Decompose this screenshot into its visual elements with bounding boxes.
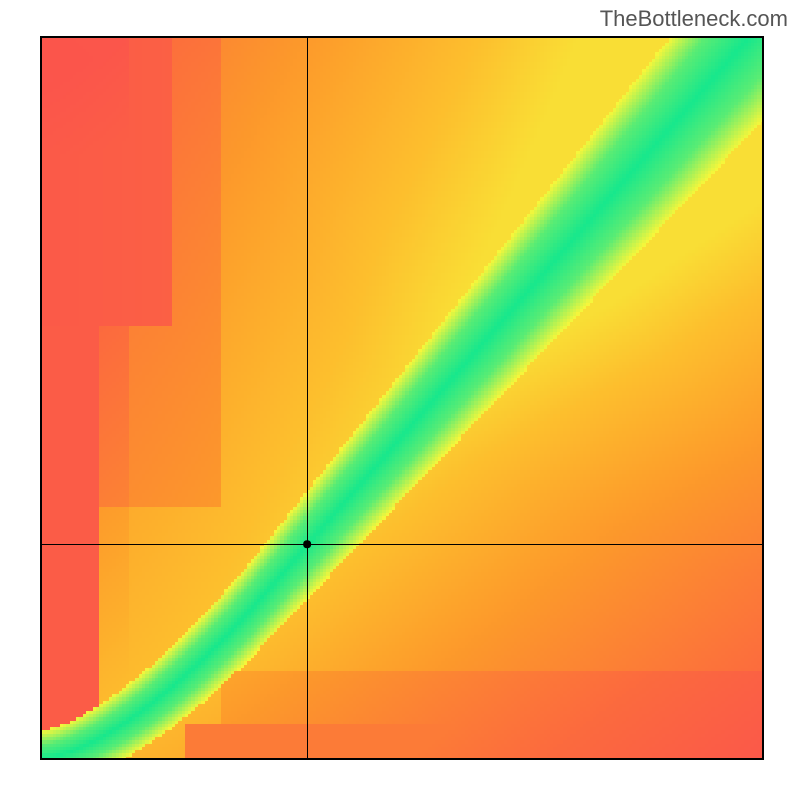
- heatmap-canvas: [40, 36, 764, 760]
- plot-area: [40, 36, 764, 760]
- watermark-text: TheBottleneck.com: [600, 6, 788, 32]
- chart-container: TheBottleneck.com: [0, 0, 800, 800]
